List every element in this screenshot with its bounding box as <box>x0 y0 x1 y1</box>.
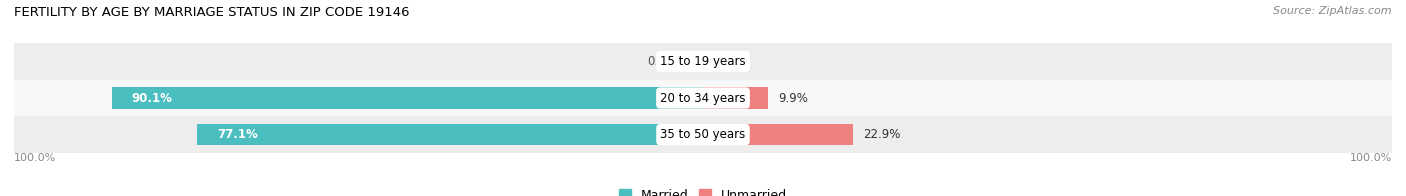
Legend: Married, Unmarried: Married, Unmarried <box>613 184 793 196</box>
Text: 100.0%: 100.0% <box>14 153 56 163</box>
Text: 15 to 19 years: 15 to 19 years <box>661 55 745 68</box>
Bar <box>197 124 703 145</box>
Text: Source: ZipAtlas.com: Source: ZipAtlas.com <box>1274 6 1392 16</box>
Text: 0.0%: 0.0% <box>647 55 676 68</box>
Text: 22.9%: 22.9% <box>863 128 900 141</box>
Bar <box>14 43 1392 80</box>
Bar <box>112 87 703 109</box>
Bar <box>703 51 706 72</box>
Bar <box>703 87 768 109</box>
Text: FERTILITY BY AGE BY MARRIAGE STATUS IN ZIP CODE 19146: FERTILITY BY AGE BY MARRIAGE STATUS IN Z… <box>14 6 409 19</box>
Bar <box>700 51 703 72</box>
Text: 35 to 50 years: 35 to 50 years <box>661 128 745 141</box>
Text: 77.1%: 77.1% <box>217 128 257 141</box>
Text: 20 to 34 years: 20 to 34 years <box>661 92 745 104</box>
Bar <box>14 116 1392 153</box>
Text: 0.0%: 0.0% <box>713 55 742 68</box>
Bar <box>703 124 853 145</box>
Text: 100.0%: 100.0% <box>1350 153 1392 163</box>
Bar <box>14 80 1392 116</box>
Text: 9.9%: 9.9% <box>778 92 807 104</box>
Text: 90.1%: 90.1% <box>132 92 173 104</box>
